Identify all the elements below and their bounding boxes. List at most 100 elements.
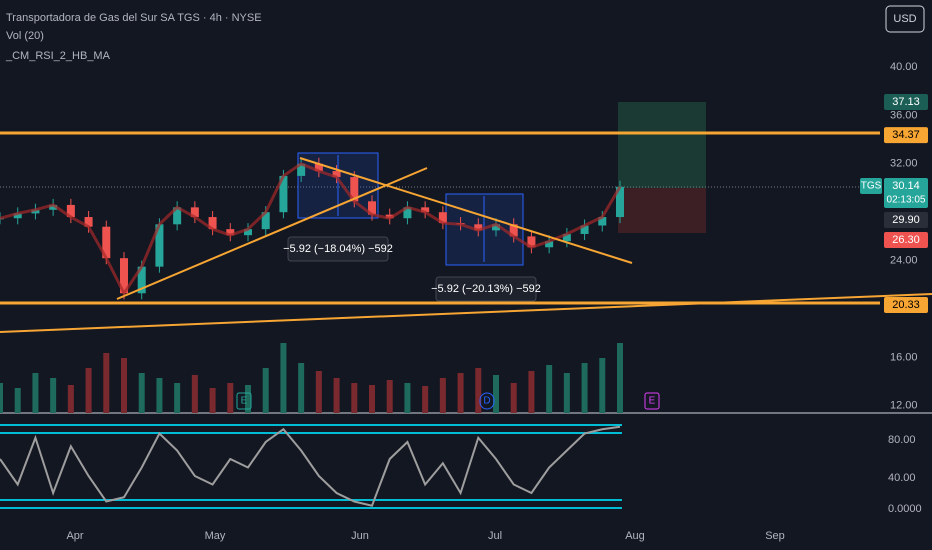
volume-bar	[298, 363, 305, 413]
volume-bar	[245, 385, 251, 413]
candle-body	[226, 229, 235, 236]
event-marker	[644, 392, 660, 410]
candle-body	[580, 225, 589, 234]
candle-body	[279, 175, 288, 213]
volume-bar	[315, 371, 322, 413]
candle-body	[527, 236, 536, 248]
measure-label-box	[435, 276, 537, 302]
event-label: E	[649, 396, 656, 407]
volume-bar	[103, 353, 110, 413]
time-axis-label: May	[205, 530, 226, 542]
price-badge-label: 34.37	[892, 129, 920, 141]
volume-bar	[563, 373, 570, 413]
candle-body	[368, 201, 376, 215]
volume-bar	[227, 383, 234, 413]
volume-bar	[32, 373, 39, 413]
oscillator-axis-label: 40.00	[888, 472, 916, 484]
volume-bar	[280, 343, 287, 413]
candle-body	[350, 177, 359, 202]
candle-body	[13, 213, 22, 219]
price-badge-label: 29.90	[892, 214, 920, 226]
candle-body	[120, 258, 128, 294]
candle-body	[297, 163, 306, 176]
price-axis-label: 16.00	[890, 351, 918, 363]
oscillator-axis-label: 80.00	[888, 434, 916, 446]
trendline	[116, 167, 428, 300]
volume-bar	[422, 386, 429, 413]
price-badge	[884, 297, 928, 314]
event-marker	[479, 392, 495, 410]
candle-body	[403, 207, 412, 219]
volume-bar	[50, 378, 57, 413]
price-axis-label: 40.00	[890, 61, 918, 73]
price-badge-label: 26.30	[892, 234, 920, 246]
candle-body	[244, 229, 252, 236]
price-axis-label: 32.00	[890, 158, 918, 170]
long-target-zone	[618, 102, 706, 188]
price-badge-label: 20.33	[892, 299, 920, 311]
volume-bar	[85, 368, 92, 413]
trendline	[299, 157, 633, 264]
measure-label: −5.92 (−20.13%) −592	[431, 283, 541, 295]
measure-label: −5.92 (−18.04%) −592	[283, 243, 393, 255]
candle-body	[155, 224, 164, 267]
price-badge	[884, 127, 928, 144]
candle-body	[509, 224, 518, 237]
event-label: D	[483, 396, 490, 407]
volume-bar	[581, 363, 588, 413]
volume-bar	[617, 343, 623, 413]
volume-bar	[156, 378, 163, 413]
volume-bar	[457, 373, 464, 413]
price-badge	[884, 212, 928, 228]
candle-body	[332, 171, 341, 178]
price-axis-label: 12.00	[890, 400, 918, 412]
volume-bar	[369, 385, 375, 413]
volume-bar	[191, 375, 198, 413]
volume-bar	[404, 383, 411, 413]
price-axis-label: 24.00	[890, 255, 918, 267]
price-badge-label: 37.13	[892, 96, 920, 108]
volume-bar	[209, 388, 216, 413]
candle-body	[173, 207, 182, 225]
oscillator-line	[0, 425, 621, 507]
candle-body	[261, 212, 270, 230]
event-label: E	[241, 396, 248, 407]
last-price: 30.14	[892, 180, 920, 192]
volume-bar	[333, 378, 340, 413]
volume-bar	[528, 371, 535, 413]
candle-body	[137, 266, 146, 294]
volume-bar	[546, 365, 553, 413]
time-axis-label: Aug	[625, 530, 645, 542]
volume-bar	[386, 380, 393, 413]
volume-bar	[67, 385, 74, 413]
candle-body	[421, 207, 430, 213]
drawings	[0, 131, 932, 333]
indicator-label: _CM_RSI_2_HB_MA	[5, 50, 111, 62]
volume-bar	[510, 383, 517, 413]
candle-body	[562, 233, 571, 242]
time-axis-label: Jul	[488, 530, 502, 542]
candle-body	[492, 224, 500, 231]
price-axis-label: 36.00	[890, 109, 918, 121]
chart-title: Transportadora de Gas del Sur SA TGS · 4…	[6, 12, 262, 24]
candle-body	[102, 226, 111, 259]
indicator-label: Vol (20)	[6, 30, 44, 42]
oscillator-axis-label: 0.0000	[888, 503, 922, 515]
volume-bar	[14, 388, 21, 413]
symbol-label: TGS	[861, 181, 882, 192]
candle-body	[31, 209, 40, 214]
volume-bar	[493, 375, 499, 413]
measure-label-box	[287, 236, 389, 262]
time-axis-label: Sep	[765, 530, 785, 542]
currency-label[interactable]: USD	[893, 13, 916, 25]
volume-bar	[138, 373, 145, 413]
candle-body	[545, 241, 554, 248]
countdown: 02:13:05	[887, 195, 926, 206]
candle-body	[84, 217, 93, 227]
long-stop-zone	[618, 188, 706, 233]
candle-body	[190, 207, 199, 218]
candle-body	[385, 214, 394, 219]
currency-button[interactable]	[885, 5, 925, 33]
